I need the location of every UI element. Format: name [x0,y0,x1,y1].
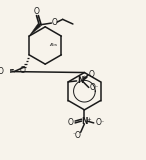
Polygon shape [29,24,41,36]
Text: ⁻: ⁻ [73,133,76,139]
Text: O: O [67,118,73,127]
Text: Abs: Abs [50,43,58,47]
Text: O: O [95,118,101,127]
Text: O: O [89,83,95,92]
Text: N: N [81,117,88,127]
Text: O: O [34,7,39,16]
Text: ⁻: ⁻ [95,86,98,91]
Text: +: + [82,75,86,80]
Text: O: O [0,67,4,76]
Text: ⁻: ⁻ [100,121,104,126]
Text: N: N [77,76,84,84]
Text: O: O [75,131,81,140]
Text: O: O [20,66,25,75]
Text: O: O [51,18,57,27]
Text: O: O [89,70,94,79]
Text: +: + [87,117,91,122]
